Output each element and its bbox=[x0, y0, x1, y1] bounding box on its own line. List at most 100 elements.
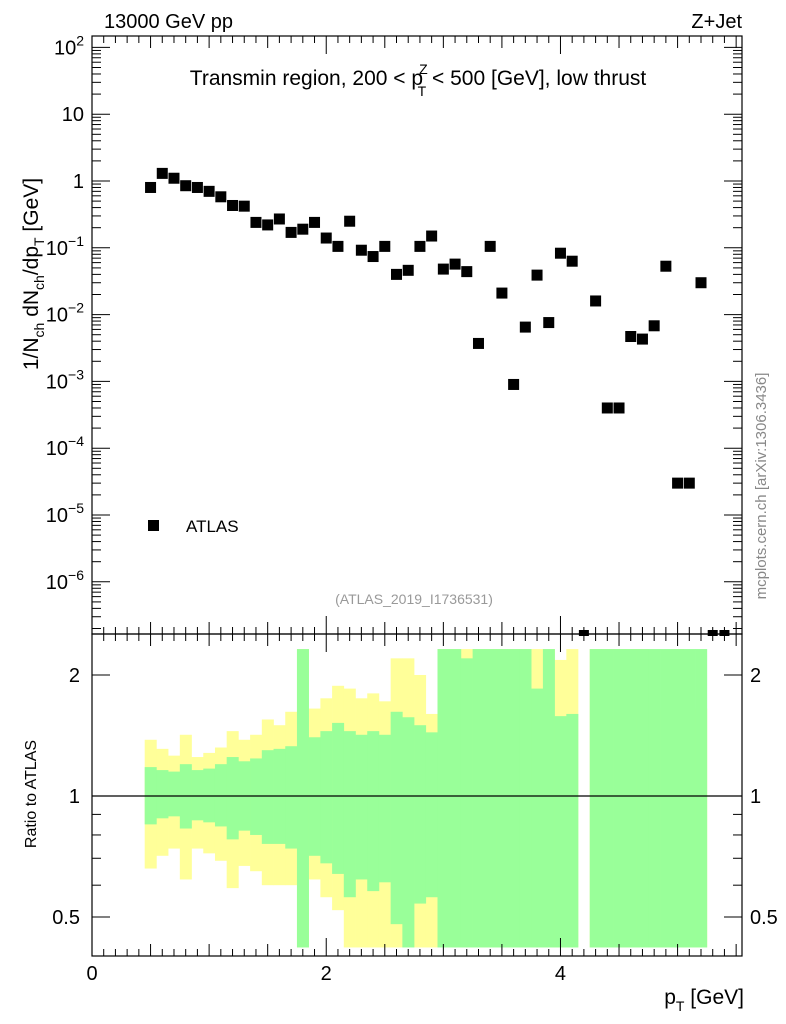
y-tick-label: 10−4 bbox=[46, 433, 84, 460]
band-1sigma bbox=[378, 734, 391, 883]
band-1sigma bbox=[261, 750, 274, 844]
x-axis-label: pT [GeV] bbox=[664, 986, 744, 1014]
band-1sigma bbox=[402, 717, 415, 948]
data-point bbox=[672, 477, 684, 489]
ratio-tick-label-left: 1 bbox=[69, 786, 80, 808]
data-point bbox=[367, 251, 379, 263]
data-point bbox=[636, 333, 648, 345]
data-point bbox=[543, 317, 555, 329]
data-point bbox=[461, 266, 473, 278]
y-tick-label: 10−3 bbox=[46, 366, 84, 393]
data-point bbox=[332, 240, 344, 252]
data-point bbox=[660, 260, 672, 272]
band-1sigma bbox=[367, 731, 380, 892]
y-tick-label: 1 bbox=[73, 171, 84, 193]
band-1sigma bbox=[683, 649, 696, 948]
band-1sigma bbox=[156, 770, 169, 819]
band-1sigma bbox=[437, 649, 450, 948]
ratio-tick-label-right: 0.5 bbox=[750, 907, 778, 929]
data-point bbox=[531, 269, 543, 281]
band-1sigma bbox=[695, 649, 708, 948]
ratio-tick-label-right: 1 bbox=[750, 786, 761, 808]
band-1sigma bbox=[355, 734, 368, 880]
band-1sigma bbox=[332, 722, 345, 874]
x-tick-label: 4 bbox=[555, 963, 566, 985]
band-1sigma bbox=[449, 649, 462, 948]
band-1sigma bbox=[414, 725, 427, 904]
band-1sigma bbox=[214, 764, 227, 827]
band-1sigma bbox=[191, 770, 204, 821]
y-tick-label: 102 bbox=[54, 32, 84, 59]
legend-label: ATLAS bbox=[186, 517, 239, 536]
band-1sigma bbox=[566, 713, 579, 948]
ratio-markers bbox=[578, 630, 730, 636]
band-1sigma bbox=[519, 649, 532, 948]
band-1sigma bbox=[496, 649, 509, 948]
data-point bbox=[695, 277, 707, 289]
data-point bbox=[519, 321, 531, 333]
ratio-tick-label-left: 0.5 bbox=[52, 907, 80, 929]
data-point bbox=[391, 268, 403, 280]
x-tick-label: 0 bbox=[86, 963, 97, 985]
process-label: Z+Jet bbox=[691, 11, 742, 33]
data-point bbox=[180, 180, 192, 192]
data-point bbox=[414, 240, 426, 252]
data-point bbox=[648, 320, 660, 332]
ratio-y-ticks: 0.5 0.5 1 1 2 2 bbox=[52, 665, 778, 929]
ratio-frame bbox=[91, 633, 743, 957]
x-tick-label: 2 bbox=[321, 963, 332, 985]
data-point bbox=[601, 402, 613, 414]
data-point bbox=[168, 172, 180, 184]
data-point bbox=[496, 287, 508, 299]
data-point bbox=[344, 215, 356, 227]
main-y-axis-label: 1/Nch dNch/dpT [GeV] bbox=[20, 178, 47, 370]
data-point bbox=[379, 240, 391, 252]
y-tick-label: 10−1 bbox=[46, 233, 84, 260]
offscale-marker bbox=[707, 630, 718, 636]
data-point bbox=[590, 295, 602, 307]
data-point bbox=[191, 181, 203, 193]
data-point bbox=[402, 264, 414, 276]
data-point bbox=[297, 223, 309, 235]
data-point bbox=[613, 402, 625, 414]
band-1sigma bbox=[226, 757, 239, 840]
band-1sigma bbox=[554, 716, 567, 948]
band-1sigma bbox=[671, 649, 684, 948]
y-tick-label: 10−2 bbox=[46, 300, 84, 327]
data-point bbox=[449, 258, 461, 270]
data-point bbox=[145, 181, 157, 193]
data-point bbox=[250, 216, 262, 228]
data-point bbox=[508, 378, 520, 390]
main-y-ticks: 102 10 1 10−1 10−2 10−3 10−4 10−5 10−6 bbox=[46, 32, 742, 629]
main-markers bbox=[145, 167, 707, 489]
data-point bbox=[625, 331, 637, 343]
data-point bbox=[309, 216, 321, 228]
band-1sigma bbox=[601, 649, 614, 948]
data-point bbox=[215, 191, 227, 203]
band-1sigma bbox=[296, 649, 309, 948]
band-1sigma bbox=[285, 746, 298, 849]
data-point bbox=[472, 337, 484, 349]
band-1sigma bbox=[542, 649, 555, 948]
ratio-y-axis-label: Ratio to ATLAS bbox=[23, 740, 40, 848]
band-1sigma bbox=[613, 649, 626, 948]
y-tick-label: 10−5 bbox=[46, 500, 84, 527]
ratio-panel: 0.5 0.5 1 1 2 2 0 2 4 Ratio to ATLAS pT [GeV] bbox=[23, 630, 778, 1014]
data-point bbox=[227, 199, 239, 211]
band-1sigma bbox=[589, 649, 602, 948]
offscale-marker bbox=[578, 630, 589, 636]
data-point bbox=[156, 167, 168, 179]
data-point bbox=[683, 477, 695, 489]
data-point bbox=[554, 247, 566, 259]
band-1sigma bbox=[660, 649, 673, 948]
chart-title: Transmin region, 200 < pZ T < 500 [GeV], … bbox=[190, 61, 647, 99]
band-1sigma bbox=[507, 649, 520, 948]
data-point bbox=[273, 213, 285, 225]
data-point bbox=[285, 226, 297, 238]
y-tick-label: 10 bbox=[62, 104, 84, 126]
legend-marker bbox=[148, 520, 159, 531]
ratio-tick-label-right: 2 bbox=[750, 665, 761, 687]
band-1sigma bbox=[472, 649, 485, 948]
energy-label: 13000 GeV pp bbox=[104, 11, 233, 33]
